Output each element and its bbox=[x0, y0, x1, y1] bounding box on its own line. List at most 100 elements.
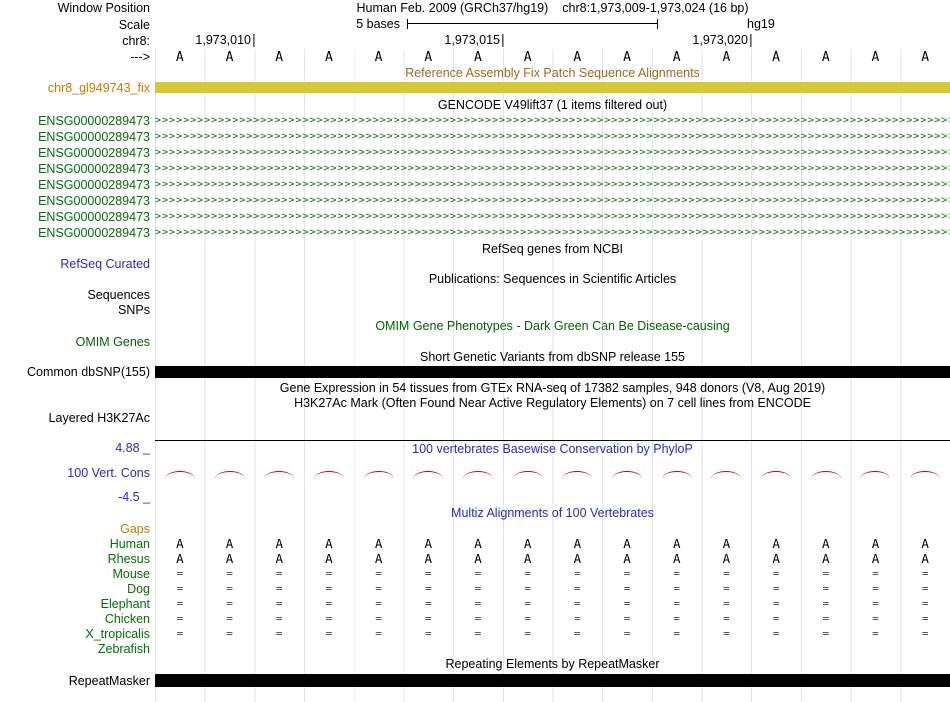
wiggle-arc bbox=[155, 471, 205, 479]
species-label[interactable]: Dog bbox=[127, 581, 150, 596]
gtex-track-title: Gene Expression in 54 tissues from GTEx … bbox=[279, 380, 826, 395]
wiggle-arc bbox=[453, 471, 503, 479]
species-label[interactable]: Human bbox=[109, 536, 150, 551]
phylop-track-title: 100 vertebrates Basewise Conservation by… bbox=[412, 442, 693, 456]
scale-track: 5 bases hg19 bbox=[155, 16, 950, 33]
gene-label[interactable]: ENSG00000289473 bbox=[38, 226, 150, 240]
fix-patch-label[interactable]: chr8_gl949743_fix bbox=[47, 81, 150, 95]
repeatmasker-label[interactable]: RepeatMasker bbox=[68, 673, 150, 688]
gene-row: ENSG00000289473 >>>>>>>>>>>>>>>>>>>>>>>>… bbox=[0, 177, 950, 193]
alignment-row[interactable]: = = = = = = = = = = = = = = = = bbox=[176, 627, 929, 640]
coordinate-row: chr8: 1,973,010 1,973,015 1,973,020 bbox=[0, 33, 950, 49]
publications-track-title: Publications: Sequences in Scientific Ar… bbox=[428, 272, 677, 286]
fix-patch-track-title: Reference Assembly Fix Patch Sequence Al… bbox=[405, 65, 700, 80]
gene-exon-arrows[interactable]: >>>>>>>>>>>>>>>>>>>>>>>>>>>>>>>>>>>>>>>>… bbox=[155, 227, 950, 238]
multiz-track-title: Multiz Alignments of 100 Vertebrates bbox=[451, 506, 654, 520]
dbsnp-bar[interactable] bbox=[155, 366, 950, 378]
gene-row: ENSG00000289473 >>>>>>>>>>>>>>>>>>>>>>>>… bbox=[0, 161, 950, 177]
phylop-wiggle bbox=[155, 471, 950, 479]
gene-exon-arrows[interactable]: >>>>>>>>>>>>>>>>>>>>>>>>>>>>>>>>>>>>>>>>… bbox=[155, 211, 950, 222]
gene-label[interactable]: ENSG00000289473 bbox=[38, 146, 150, 160]
wiggle-arc bbox=[304, 471, 354, 479]
repeatmasker-track-title: Repeating Elements by RepeatMasker bbox=[445, 657, 660, 671]
refseq-header-row: RefSeq genes from NCBI bbox=[0, 241, 950, 256]
omim-genes-label[interactable]: OMIM Genes bbox=[75, 334, 150, 349]
snps-label[interactable]: SNPs bbox=[118, 302, 150, 317]
multiz-species-row: Dog = = = = = = = = = = = = = = = = bbox=[0, 581, 950, 596]
gene-label[interactable]: ENSG00000289473 bbox=[38, 194, 150, 208]
sequences-label[interactable]: Sequences bbox=[87, 287, 150, 302]
phylop-max-label: 4.88 _ bbox=[115, 441, 150, 455]
wiggle-arc bbox=[354, 471, 404, 479]
alignment-row[interactable] bbox=[155, 641, 950, 656]
refseq-curated-label[interactable]: RefSeq Curated bbox=[60, 256, 150, 271]
coord-tick: 1,973,015 bbox=[444, 34, 503, 47]
repeatmasker-bar[interactable] bbox=[155, 674, 950, 687]
omim-header-row: OMIM Gene Phenotypes - Dark Green Can Be… bbox=[0, 317, 950, 334]
h3k27ac-label[interactable]: Layered H3K27Ac bbox=[48, 411, 150, 425]
multiz-species-row: Chicken = = = = = = = = = = = = = = = = bbox=[0, 611, 950, 626]
species-label[interactable]: Rhesus bbox=[107, 551, 150, 566]
species-label[interactable]: X_tropicalis bbox=[85, 626, 150, 641]
coordinate-axis: 1,973,010 1,973,015 1,973,020 bbox=[155, 33, 950, 49]
fix-patch-track-row: chr8_gl949743_fix bbox=[0, 80, 950, 96]
multiz-species-row: Mouse = = = = = = = = = = = = = = = = bbox=[0, 566, 950, 581]
multiz-species-row: X_tropicalis = = = = = = = = = = = = = = = = bbox=[0, 626, 950, 641]
coord-tick: 1,973,020 bbox=[692, 34, 751, 47]
multiz-gaps-row: Gaps bbox=[0, 521, 950, 536]
gene-exon-arrows[interactable]: >>>>>>>>>>>>>>>>>>>>>>>>>>>>>>>>>>>>>>>>… bbox=[155, 179, 950, 190]
species-label[interactable]: Zebrafish bbox=[97, 641, 150, 656]
phylop-track-label[interactable]: 100 Vert. Cons bbox=[67, 465, 150, 480]
alignment-row[interactable]: = = = = = = = = = = = = = = = = bbox=[176, 582, 929, 595]
phylop-track-row: 4.88 _ 100 Vert. Cons -4.5 _ 100 vertebr… bbox=[0, 440, 950, 505]
publications-sequences-row: Sequences bbox=[0, 287, 950, 302]
species-label[interactable]: Chicken bbox=[104, 611, 150, 626]
dbsnp-label[interactable]: Common dbSNP(155) bbox=[27, 365, 150, 379]
h3k27ac-header-row: H3K27Ac Mark (Often Found Near Active Re… bbox=[0, 395, 950, 410]
gene-label[interactable]: ENSG00000289473 bbox=[38, 178, 150, 192]
species-label[interactable]: Elephant bbox=[100, 596, 150, 611]
gene-label[interactable]: ENSG00000289473 bbox=[38, 130, 150, 144]
scale-value: 5 bases bbox=[356, 17, 400, 31]
gene-label[interactable]: ENSG00000289473 bbox=[38, 162, 150, 176]
dbsnp-track-row: Common dbSNP(155) bbox=[0, 364, 950, 380]
position-range: chr8:1,973,009-1,973,024 (16 bp) bbox=[562, 1, 749, 15]
alignment-row[interactable]: = = = = = = = = = = = = = = = = bbox=[176, 612, 929, 625]
wiggle-arc bbox=[403, 471, 453, 479]
gene-exon-arrows[interactable]: >>>>>>>>>>>>>>>>>>>>>>>>>>>>>>>>>>>>>>>>… bbox=[155, 195, 950, 206]
multiz-header-row: Multiz Alignments of 100 Vertebrates bbox=[0, 505, 950, 521]
gene-exon-arrows[interactable]: >>>>>>>>>>>>>>>>>>>>>>>>>>>>>>>>>>>>>>>>… bbox=[155, 115, 950, 126]
position-row: Window Position Human Feb. 2009 (GRCh37/… bbox=[0, 0, 950, 16]
gene-exon-arrows[interactable]: >>>>>>>>>>>>>>>>>>>>>>>>>>>>>>>>>>>>>>>>… bbox=[155, 131, 950, 142]
wiggle-arc bbox=[751, 471, 801, 479]
multiz-species-row: Zebrafish bbox=[0, 641, 950, 656]
strand-arrow-label: ---> bbox=[130, 50, 150, 64]
wiggle-arc bbox=[900, 471, 950, 479]
phylop-wiggle-area[interactable]: 100 vertebrates Basewise Conservation by… bbox=[155, 440, 950, 506]
alignment-row[interactable]: = = = = = = = = = = = = = = = = bbox=[176, 597, 929, 610]
gene-label[interactable]: ENSG00000289473 bbox=[38, 114, 150, 128]
alignment-row[interactable]: = = = = = = = = = = = = = = = = bbox=[176, 567, 929, 580]
gaps-label[interactable]: Gaps bbox=[120, 521, 150, 536]
wiggle-arc bbox=[602, 471, 652, 479]
species-label[interactable]: Mouse bbox=[112, 566, 150, 581]
scale-label: Scale bbox=[118, 17, 150, 32]
dbsnp-header-row: Short Genetic Variants from dbSNP releas… bbox=[0, 349, 950, 364]
gene-exon-arrows[interactable]: >>>>>>>>>>>>>>>>>>>>>>>>>>>>>>>>>>>>>>>>… bbox=[155, 147, 950, 158]
publications-header-row: Publications: Sequences in Scientific Ar… bbox=[0, 271, 950, 287]
gene-row: ENSG00000289473 >>>>>>>>>>>>>>>>>>>>>>>>… bbox=[0, 225, 950, 241]
fix-patch-bar[interactable] bbox=[155, 82, 950, 93]
publications-snps-row: SNPs bbox=[0, 302, 950, 317]
wiggle-arc bbox=[553, 471, 603, 479]
gene-exon-arrows[interactable]: >>>>>>>>>>>>>>>>>>>>>>>>>>>>>>>>>>>>>>>>… bbox=[155, 163, 950, 174]
omim-genes-row: OMIM Genes bbox=[0, 334, 950, 349]
wiggle-arc bbox=[503, 471, 553, 479]
gene-label[interactable]: ENSG00000289473 bbox=[38, 210, 150, 224]
wiggle-arc bbox=[801, 471, 851, 479]
omim-track-title: OMIM Gene Phenotypes - Dark Green Can Be… bbox=[375, 318, 730, 333]
wiggle-arc bbox=[652, 471, 702, 479]
phylop-labels: 4.88 _ 100 Vert. Cons -4.5 _ bbox=[0, 440, 155, 505]
